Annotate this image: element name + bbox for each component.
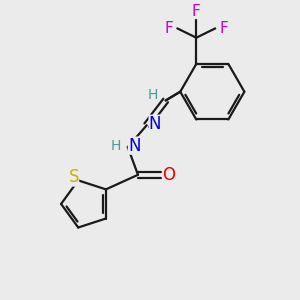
Text: S: S — [69, 169, 79, 187]
Text: F: F — [165, 21, 173, 36]
Text: H: H — [147, 88, 158, 102]
Text: N: N — [128, 136, 140, 154]
Text: N: N — [148, 115, 161, 133]
Text: F: F — [219, 21, 228, 36]
Text: H: H — [110, 139, 121, 153]
Text: F: F — [192, 4, 201, 19]
Text: O: O — [162, 166, 175, 184]
